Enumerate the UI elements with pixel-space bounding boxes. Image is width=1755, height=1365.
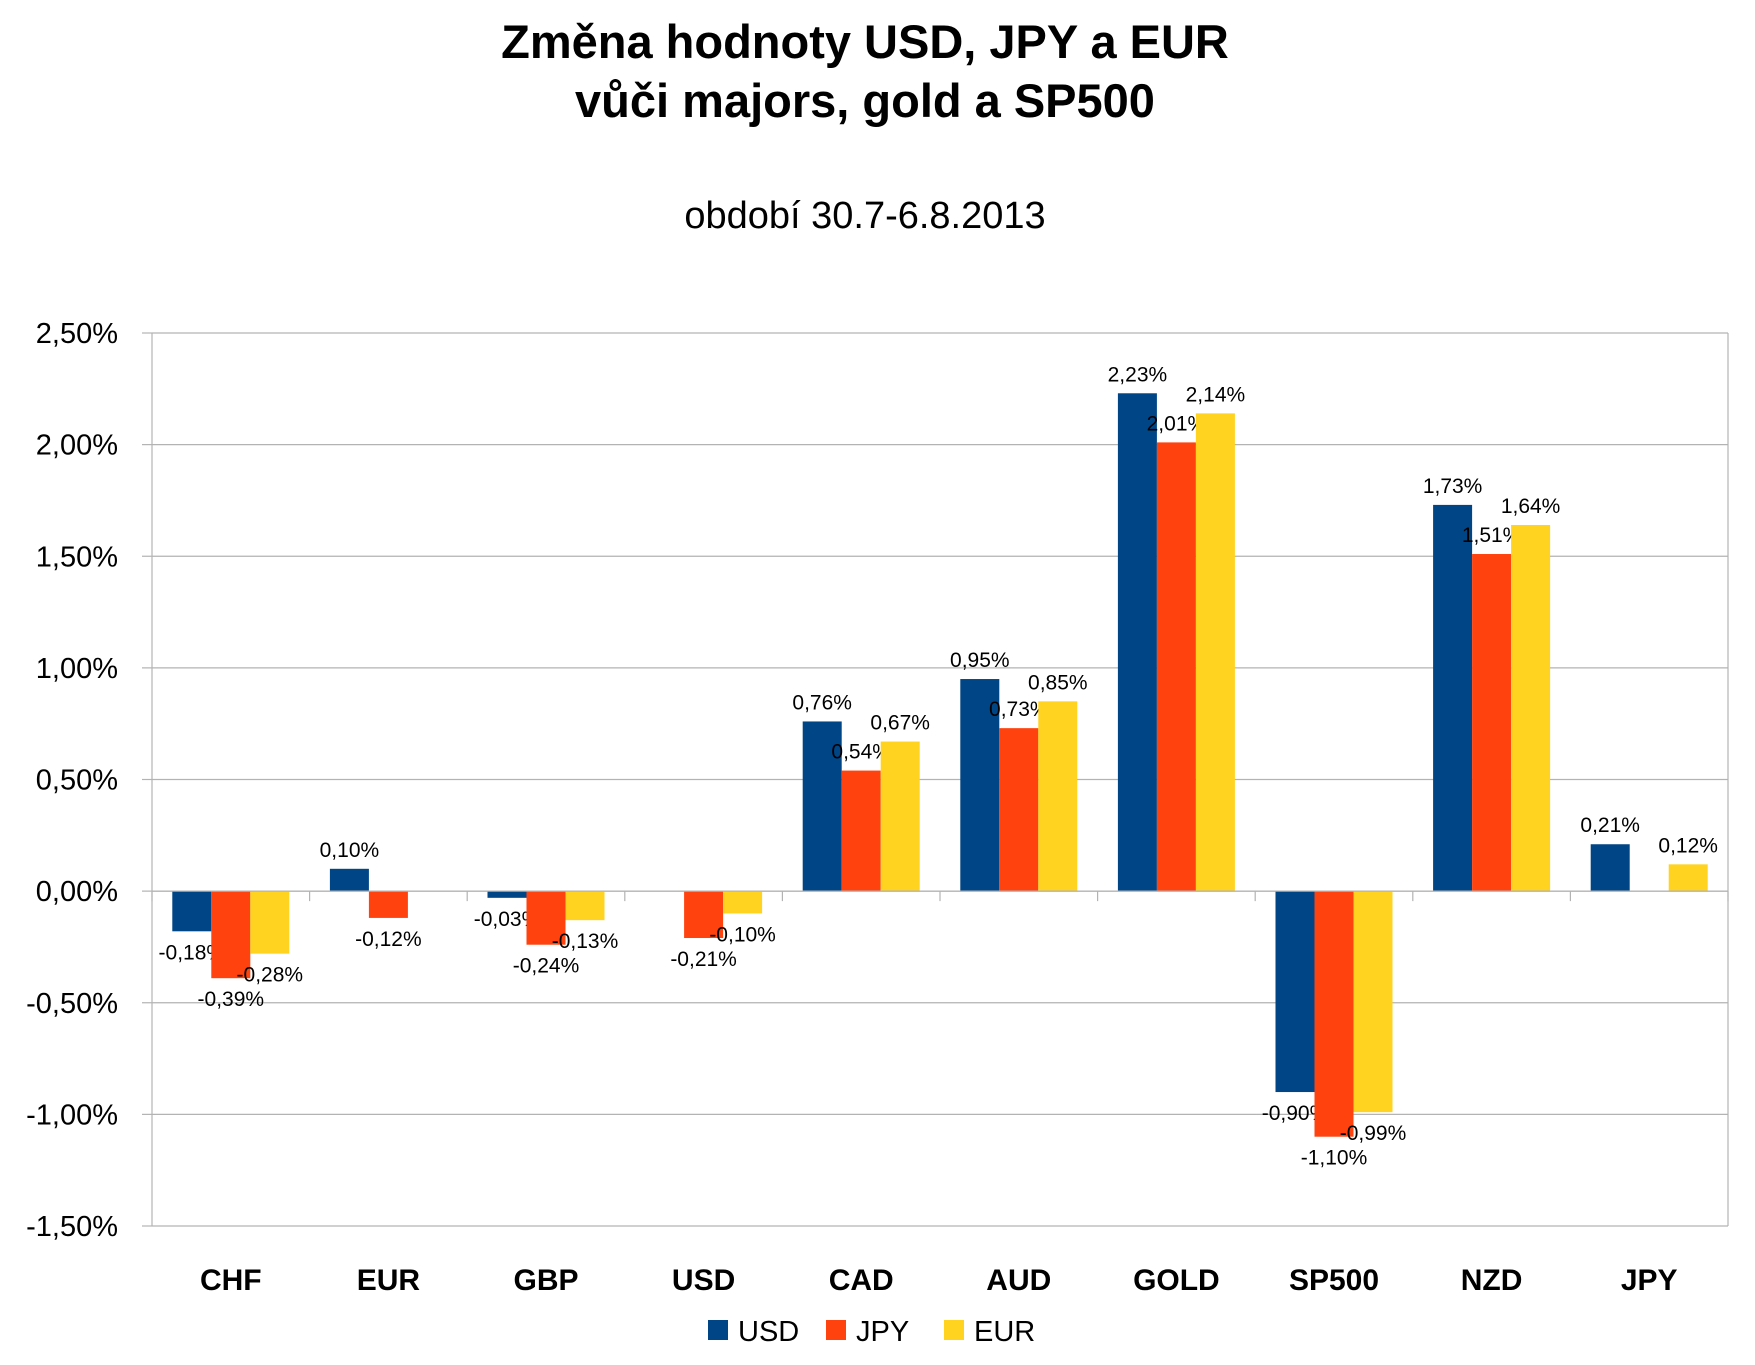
- bar-jpy-usd: [684, 891, 724, 939]
- bar-jpy-eur: [368, 891, 408, 918]
- bar-jpy-cad: [841, 770, 881, 892]
- data-label: -1,10%: [1301, 1147, 1368, 1170]
- bar-jpy-aud: [999, 728, 1039, 892]
- data-label: -0,39%: [198, 988, 265, 1011]
- bar-eur-nzd: [1511, 524, 1551, 892]
- data-label: -0,18%: [159, 941, 226, 964]
- bar-usd-jpy: [1590, 844, 1630, 892]
- data-label: -0,12%: [355, 928, 422, 951]
- y-tick-label: -1,50%: [26, 1211, 118, 1243]
- bar-eur-jpy: [1668, 864, 1708, 892]
- data-label: 0,21%: [1580, 814, 1640, 837]
- data-label: 2,23%: [1108, 363, 1168, 386]
- data-label: -0,21%: [670, 948, 737, 971]
- bar-usd-aud: [960, 679, 1000, 892]
- bar-jpy-gbp: [526, 891, 566, 945]
- data-label: 2,14%: [1186, 383, 1246, 406]
- chart-subtitle: období 30.7-6.8.2013: [684, 195, 1045, 237]
- bar-usd-nzd: [1433, 504, 1473, 892]
- bar-eur-gold: [1195, 413, 1235, 892]
- bar-jpy-sp500: [1314, 891, 1354, 1137]
- bar-usd-gbp: [487, 891, 527, 898]
- y-tick-label: 2,50%: [36, 318, 118, 350]
- legend-label-usd: USD: [738, 1316, 799, 1348]
- x-tick-label: JPY: [1621, 1264, 1678, 1297]
- bar-jpy-gold: [1156, 442, 1196, 892]
- data-label: -0,03%: [474, 908, 541, 931]
- y-tick-label: -1,00%: [26, 1099, 118, 1131]
- legend-label-eur: EUR: [974, 1316, 1035, 1348]
- data-label: -0,10%: [709, 923, 776, 946]
- legend-swatch-jpy: [826, 1320, 846, 1340]
- bar-usd-eur: [329, 868, 369, 892]
- legend-label-jpy: JPY: [856, 1316, 909, 1348]
- bar-eur-gbp: [565, 891, 605, 921]
- bar-jpy-chf: [211, 891, 251, 979]
- data-label: 0,85%: [1028, 671, 1088, 694]
- bar-usd-chf: [172, 891, 212, 932]
- bar-eur-aud: [1038, 701, 1078, 892]
- chart-title-line1: Změna hodnoty USD, JPY a EUR: [501, 15, 1229, 68]
- x-tick-label: GBP: [513, 1264, 578, 1297]
- data-label: 2,01%: [1147, 412, 1207, 435]
- x-tick-label: EUR: [357, 1264, 421, 1297]
- x-tick-label: NZD: [1461, 1264, 1523, 1297]
- data-label: 1,64%: [1501, 495, 1561, 518]
- x-tick-label: USD: [672, 1264, 735, 1297]
- bar-eur-chf: [250, 891, 290, 954]
- bar-eur-usd: [723, 891, 763, 914]
- data-label: 0,67%: [870, 712, 930, 735]
- y-tick-label: 0,50%: [36, 765, 118, 797]
- legend-swatch-eur: [944, 1320, 964, 1340]
- y-tick-label: 0,00%: [36, 876, 118, 908]
- data-label: -0,99%: [1340, 1122, 1407, 1145]
- x-tick-label: GOLD: [1133, 1264, 1220, 1297]
- data-label: 0,95%: [950, 649, 1010, 672]
- y-tick-label: 1,00%: [36, 653, 118, 685]
- x-tick-label: AUD: [986, 1264, 1051, 1297]
- bar-usd-sp500: [1275, 891, 1315, 1093]
- y-tick-label: -0,50%: [26, 988, 118, 1020]
- data-label: 0,76%: [792, 691, 852, 714]
- plot-area: 2,50% 2,00% 1,50% 1,00% 0,50% 0,00% -0,50% -1,0…: [26, 318, 1729, 1297]
- data-label: -0,24%: [513, 955, 580, 978]
- x-tick-label: CAD: [829, 1264, 894, 1297]
- y-tick-label: 1,50%: [36, 541, 118, 573]
- bar-usd-gold: [1117, 393, 1157, 892]
- data-label: -0,28%: [237, 964, 304, 987]
- y-tick-label: 2,00%: [36, 430, 118, 462]
- chart-title-line2: vůči majors, gold a SP500: [575, 74, 1155, 127]
- legend: USD JPY EUR: [708, 1316, 1035, 1348]
- data-label: -0,13%: [552, 930, 619, 953]
- x-tick-label: CHF: [200, 1264, 262, 1297]
- bar-jpy-nzd: [1472, 554, 1512, 892]
- bar-eur-cad: [880, 741, 920, 892]
- x-tick-label: SP500: [1289, 1264, 1379, 1297]
- data-label: -0,90%: [1262, 1102, 1329, 1125]
- bar-usd-cad: [802, 721, 842, 892]
- legend-swatch-usd: [708, 1320, 728, 1340]
- data-label: 1,51%: [1462, 524, 1522, 547]
- data-label: 0,73%: [989, 698, 1049, 721]
- data-label: 0,10%: [320, 839, 380, 862]
- data-label: 1,73%: [1423, 475, 1483, 498]
- data-label: 0,12%: [1658, 834, 1718, 857]
- data-label: 0,54%: [831, 741, 891, 764]
- bar-eur-sp500: [1353, 891, 1393, 1113]
